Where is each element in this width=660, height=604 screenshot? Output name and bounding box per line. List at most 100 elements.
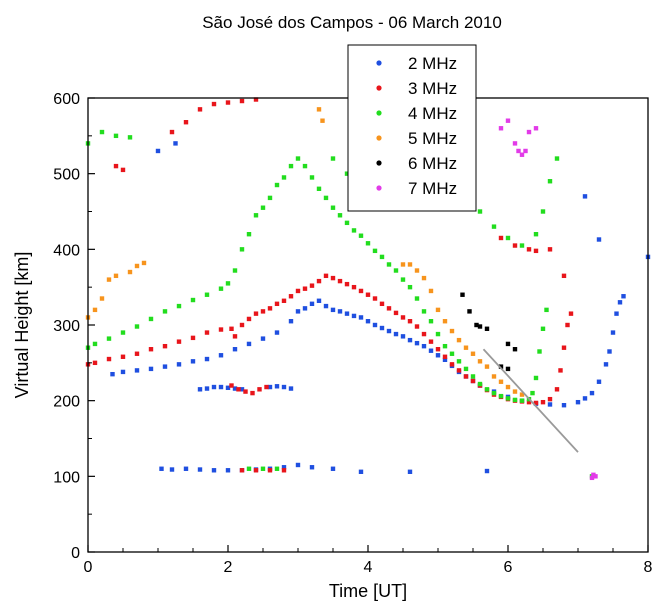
data-point	[316, 186, 322, 191]
data-point	[372, 248, 378, 254]
data-point	[183, 466, 189, 471]
data-point	[351, 284, 357, 290]
data-point	[288, 319, 294, 324]
data-point	[134, 351, 140, 356]
data-point	[519, 392, 525, 397]
legend-label: 4 MHz	[408, 104, 457, 123]
data-point	[176, 303, 182, 309]
data-point	[260, 466, 266, 471]
data-point	[155, 148, 161, 154]
data-point	[484, 387, 490, 392]
data-point	[204, 356, 210, 362]
data-point	[547, 179, 553, 184]
data-point	[470, 374, 476, 379]
data-point	[351, 228, 357, 233]
data-point	[267, 306, 273, 311]
data-point	[544, 307, 549, 313]
data-point	[365, 292, 371, 297]
data-point	[197, 467, 203, 472]
data-point	[442, 319, 448, 324]
data-point	[281, 384, 287, 390]
data-point	[498, 235, 504, 241]
data-point	[428, 339, 434, 344]
data-point	[582, 396, 588, 401]
data-point	[323, 195, 329, 201]
data-point	[330, 307, 336, 313]
data-point	[358, 233, 364, 238]
data-point	[120, 354, 126, 359]
data-point	[393, 310, 399, 316]
data-point	[225, 468, 231, 473]
data-point	[442, 354, 448, 359]
data-point	[519, 152, 525, 157]
data-point	[477, 209, 483, 214]
data-point	[99, 129, 105, 135]
data-point	[547, 396, 553, 402]
data-point	[484, 364, 490, 369]
data-point	[243, 389, 248, 394]
data-point	[110, 371, 115, 377]
data-point	[92, 307, 98, 313]
data-point	[239, 387, 245, 392]
x-tick-label: 8	[644, 559, 653, 576]
data-point	[239, 247, 245, 252]
data-point	[435, 331, 441, 337]
data-point	[533, 232, 539, 237]
data-point	[477, 381, 483, 387]
data-point	[274, 330, 280, 335]
data-point	[372, 322, 378, 328]
data-point	[593, 474, 598, 479]
data-point	[491, 390, 497, 396]
data-point	[498, 379, 504, 384]
data-point	[505, 118, 511, 123]
data-point	[281, 465, 287, 470]
data-point	[435, 347, 441, 352]
data-point	[246, 341, 252, 347]
trend-line	[482, 348, 579, 453]
data-point	[309, 465, 315, 470]
data-point	[264, 384, 269, 390]
legend-label: 6 MHz	[408, 154, 457, 173]
data-point	[537, 349, 542, 354]
legend-marker	[376, 85, 382, 91]
legend-label: 3 MHz	[408, 79, 457, 98]
data-point	[596, 379, 602, 384]
data-point	[232, 347, 238, 352]
data-point	[400, 277, 406, 282]
data-point	[295, 156, 301, 161]
data-point	[232, 386, 238, 391]
data-point	[288, 163, 294, 169]
data-point	[127, 269, 133, 275]
series-5-mhz	[85, 107, 525, 397]
data-point	[505, 341, 511, 347]
y-axis-title: Virtual Height [km]	[12, 252, 32, 399]
data-point	[526, 247, 532, 252]
data-point	[176, 339, 182, 344]
data-point	[407, 469, 413, 474]
data-point	[173, 141, 178, 146]
data-point	[288, 294, 294, 299]
legend-marker	[376, 60, 382, 66]
x-tick-label: 2	[224, 559, 233, 576]
data-point	[302, 163, 308, 169]
data-point	[505, 235, 511, 241]
data-point	[456, 368, 462, 373]
data-point	[540, 399, 546, 405]
data-point	[561, 273, 567, 279]
data-point	[253, 468, 259, 473]
data-point	[498, 126, 504, 131]
data-point	[204, 330, 210, 335]
data-point	[470, 378, 476, 384]
data-point	[330, 275, 336, 281]
data-point	[512, 389, 518, 394]
data-point	[407, 284, 413, 290]
data-point	[211, 101, 217, 107]
data-point	[428, 319, 434, 324]
x-axis-title: Time [UT]	[329, 581, 407, 601]
data-point	[127, 135, 133, 140]
data-point	[379, 254, 385, 260]
data-point	[607, 349, 612, 354]
data-point	[421, 331, 427, 337]
data-point	[141, 260, 147, 266]
data-point	[267, 195, 273, 201]
